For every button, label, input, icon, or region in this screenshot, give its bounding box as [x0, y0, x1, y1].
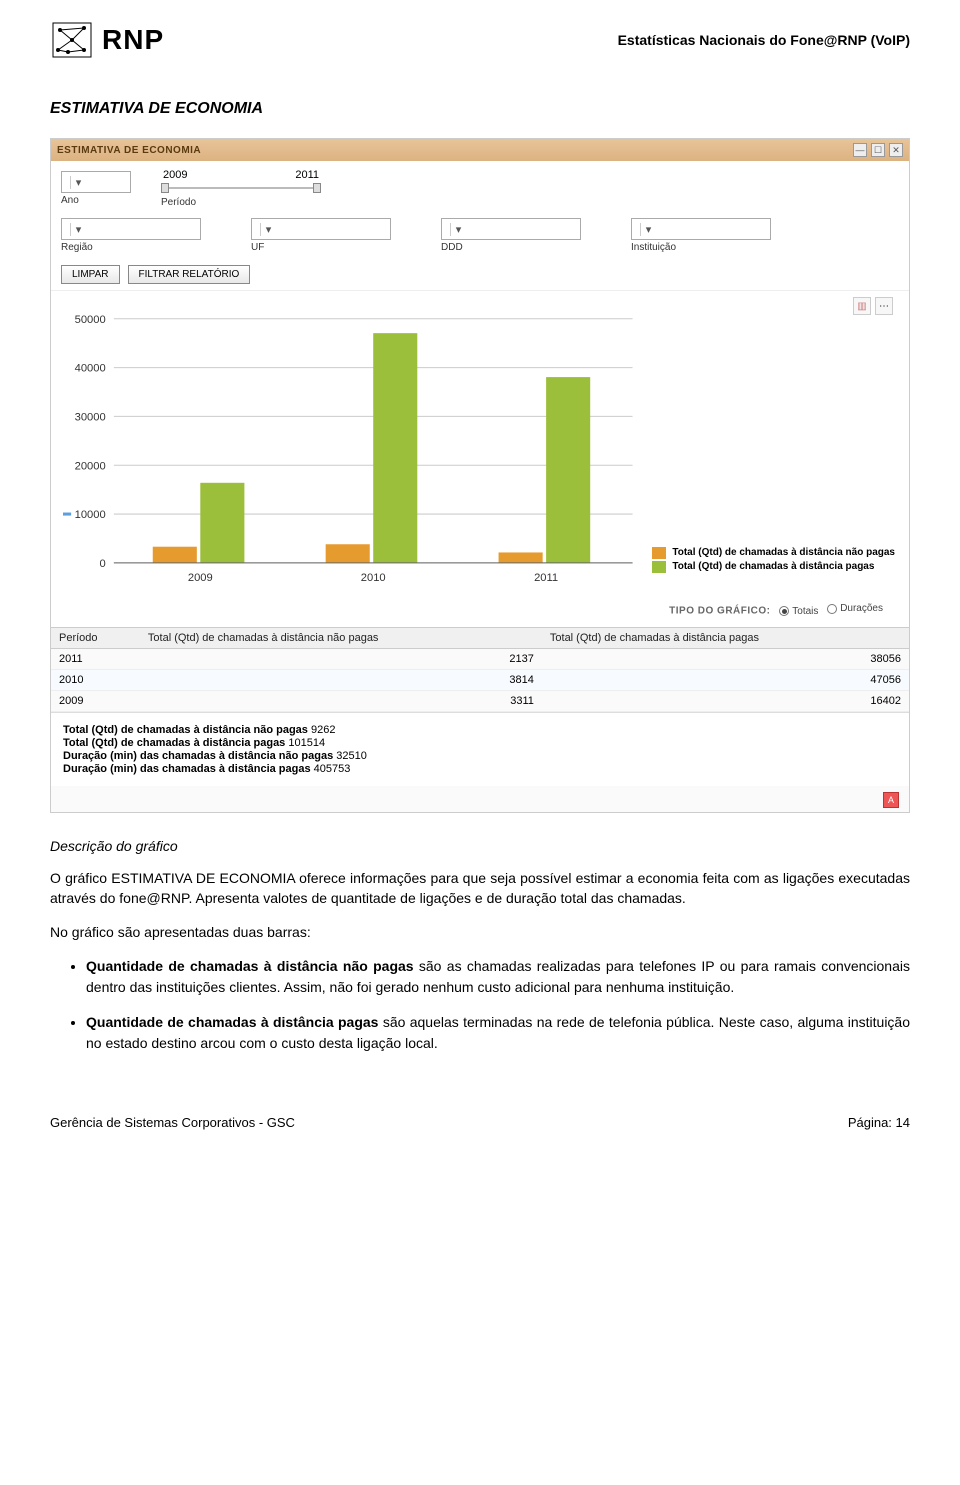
chart-area: ▥ ⋯ 0 10000 20000 30000 40000 50000 2009 2010 20…: [51, 291, 909, 627]
radio-totais[interactable]: Totais: [779, 606, 818, 617]
page-header: RNP Estatísticas Nacionais do Fone@RNP (…: [50, 20, 910, 60]
logo-graph-icon: [50, 20, 94, 60]
widget-title: ESTIMATIVA DE ECONOMIA: [57, 145, 201, 156]
description-list: Quantidade de chamadas à distância não p…: [86, 956, 910, 1054]
page-footer: Gerência de Sistemas Corporativos - GSC …: [50, 1114, 910, 1130]
slider-max: 2011: [295, 169, 319, 181]
svg-text:30000: 30000: [75, 411, 106, 423]
widget-title-bar: ESTIMATIVA DE ECONOMIA — ☐ ✕: [51, 139, 909, 161]
doc-title: Estatísticas Nacionais do Fone@RNP (VoIP…: [618, 32, 910, 48]
data-table: PeríodoTotal (Qtd) de chamadas à distânc…: [51, 627, 909, 712]
chevron-down-icon[interactable]: ▾: [70, 223, 86, 236]
economy-widget: ESTIMATIVA DE ECONOMIA — ☐ ✕ ▾ Ano: [50, 138, 910, 813]
ano-label: Ano: [61, 195, 131, 206]
radio-duracoes[interactable]: Durações: [827, 603, 883, 614]
chart-export-icon[interactable]: ⋯: [875, 297, 893, 315]
ddd-dropdown[interactable]: ▾: [441, 218, 581, 240]
chart-type-icon[interactable]: ▥: [853, 297, 871, 315]
slider-handle-left[interactable]: [161, 183, 169, 193]
table-row: 2011213738056: [51, 648, 909, 669]
periodo-label: Período: [161, 197, 321, 208]
instituicao-dropdown[interactable]: ▾: [631, 218, 771, 240]
svg-text:2009: 2009: [188, 572, 213, 584]
slider-min: 2009: [163, 169, 187, 181]
legend-item: Total (Qtd) de chamadas à distância paga…: [652, 561, 895, 573]
limpar-button[interactable]: LIMPAR: [61, 265, 120, 284]
svg-text:2011: 2011: [534, 572, 558, 584]
slider-handle-right[interactable]: [313, 183, 321, 193]
regiao-dropdown[interactable]: ▾: [61, 218, 201, 240]
svg-text:0: 0: [99, 558, 105, 570]
description-p2: No gráfico são apresentadas duas barras:: [50, 922, 910, 942]
tipo-label: TIPO DO GRÁFICO:: [669, 606, 770, 617]
table-row: 2009331116402: [51, 690, 909, 711]
totals-summary: Total (Qtd) de chamadas à distância não …: [51, 712, 909, 786]
svg-text:40000: 40000: [75, 363, 106, 375]
ddd-label: DDD: [441, 242, 581, 253]
brand-name: RNP: [102, 24, 164, 56]
svg-text:50000: 50000: [75, 314, 106, 326]
description-p1: O gráfico ESTIMATIVA DE ECONOMIA oferece…: [50, 868, 910, 909]
minimize-icon[interactable]: —: [853, 143, 867, 157]
chevron-down-icon[interactable]: ▾: [450, 223, 466, 236]
chevron-down-icon[interactable]: ▾: [70, 176, 86, 189]
chart-legend: Total (Qtd) de chamadas à distância não …: [652, 545, 895, 575]
list-item: Quantidade de chamadas à distância não p…: [86, 956, 910, 998]
section-heading: ESTIMATIVA DE ECONOMIA: [50, 100, 910, 118]
chevron-down-icon[interactable]: ▾: [260, 223, 276, 236]
maximize-icon[interactable]: ☐: [871, 143, 885, 157]
chart-type-selector: TIPO DO GRÁFICO: Totais Durações: [63, 601, 897, 623]
brand-logo: RNP: [50, 20, 164, 60]
svg-text:10000: 10000: [75, 509, 106, 521]
table-row: 2010381447056: [51, 669, 909, 690]
pdf-export-icon[interactable]: A: [883, 792, 899, 808]
svg-text:20000: 20000: [75, 460, 106, 472]
filter-panel: ▾ Ano 2009 2011: [51, 161, 909, 291]
legend-item: Total (Qtd) de chamadas à distância não …: [652, 547, 895, 559]
uf-dropdown[interactable]: ▾: [251, 218, 391, 240]
uf-label: UF: [251, 242, 391, 253]
instituicao-label: Instituição: [631, 242, 771, 253]
regiao-label: Região: [61, 242, 201, 253]
footer-left: Gerência de Sistemas Corporativos - GSC: [50, 1115, 295, 1130]
description-heading: Descrição do gráfico: [50, 838, 910, 854]
list-item: Quantidade de chamadas à distância pagas…: [86, 1012, 910, 1054]
periodo-slider[interactable]: 2009 2011: [161, 169, 321, 195]
footer-right: Página: 14: [848, 1115, 910, 1130]
filtrar-button[interactable]: FILTRAR RELATÓRIO: [128, 265, 251, 284]
close-icon[interactable]: ✕: [889, 143, 903, 157]
chevron-down-icon[interactable]: ▾: [640, 223, 656, 236]
ano-dropdown[interactable]: ▾: [61, 171, 131, 193]
svg-text:2010: 2010: [361, 572, 386, 584]
